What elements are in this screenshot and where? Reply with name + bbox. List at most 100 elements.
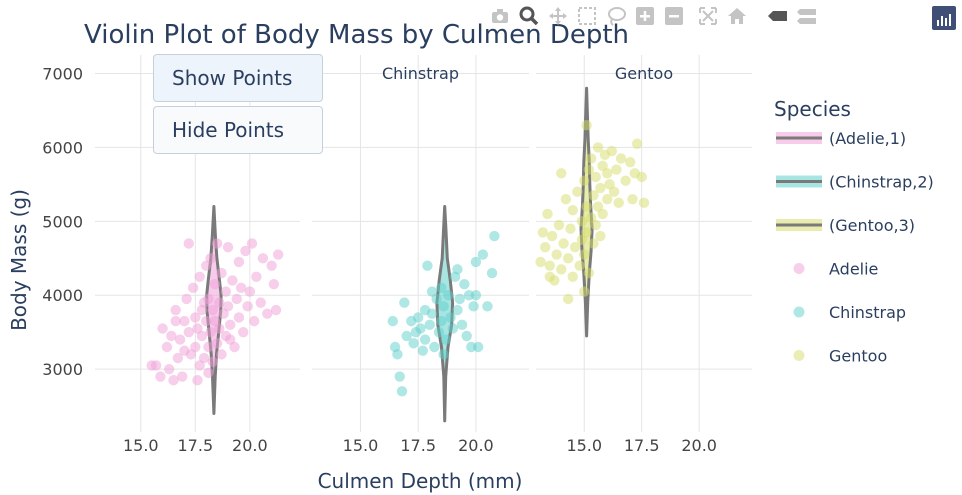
facet-label: Chinstrap: [382, 64, 459, 83]
data-point: [161, 341, 173, 353]
axis-layer: 15.0 17.5 20.0 15.0 17.5 20.0 Chinstrap 15.0 17.…: [42, 64, 717, 455]
data-point: [608, 186, 620, 197]
x-tick-label: 15.0: [123, 436, 159, 455]
data-point: [473, 341, 484, 353]
hide-points-button[interactable]: Hide Points: [153, 106, 323, 154]
data-point: [579, 249, 590, 260]
data-point: [205, 253, 216, 264]
data-point: [214, 323, 225, 334]
data-point: [166, 330, 177, 342]
data-point: [542, 208, 553, 220]
data-point: [201, 315, 212, 327]
data-point: [214, 297, 225, 308]
data-point: [567, 205, 578, 216]
data-point: [203, 367, 214, 379]
x-tick-label: 15.0: [566, 436, 602, 455]
data-point: [470, 256, 482, 268]
data-point: [544, 271, 555, 282]
hover-compare-icon[interactable]: [794, 4, 818, 28]
data-point: [401, 330, 412, 342]
y-tick-label: 5000: [42, 212, 83, 231]
data-point: [562, 293, 574, 305]
y-tick-label: 7000: [42, 64, 83, 83]
show-points-button[interactable]: Show Points: [153, 54, 323, 102]
data-point: [187, 282, 199, 294]
point-layer: [146, 120, 650, 397]
data-point: [620, 175, 631, 186]
data-point: [227, 275, 238, 286]
data-point: [546, 230, 558, 242]
data-point: [426, 286, 438, 297]
data-point: [585, 153, 597, 164]
data-point: [615, 153, 627, 164]
data-point: [468, 301, 479, 312]
data-point: [168, 375, 179, 386]
data-point: [408, 338, 419, 349]
data-point: [174, 334, 186, 345]
zoom-out-icon[interactable]: [662, 4, 686, 28]
data-point: [394, 371, 405, 382]
hover-closest-icon[interactable]: [765, 4, 789, 28]
pan-icon[interactable]: [546, 4, 570, 28]
data-point: [560, 193, 572, 205]
data-point: [177, 371, 188, 382]
data-point: [170, 304, 181, 316]
data-point: [562, 253, 574, 264]
data-point: [611, 164, 622, 175]
data-point: [579, 175, 590, 186]
data-point: [207, 356, 218, 367]
data-point: [613, 197, 624, 209]
data-point: [625, 156, 636, 168]
data-point: [183, 327, 194, 338]
data-point: [576, 216, 588, 227]
data-point: [216, 267, 227, 279]
y-tick-label: 6000: [42, 138, 83, 157]
data-point: [211, 338, 223, 349]
data-point: [456, 319, 468, 331]
data-point: [190, 341, 201, 353]
data-point: [438, 301, 449, 312]
plotly-logo-icon[interactable]: [932, 6, 956, 30]
data-point: [163, 363, 175, 375]
camera-icon[interactable]: [488, 4, 512, 28]
data-point: [556, 168, 567, 179]
autoscale-icon[interactable]: [696, 4, 720, 28]
data-point: [170, 315, 181, 327]
reset-axes-icon[interactable]: [725, 4, 749, 28]
data-point: [426, 308, 438, 319]
data-point: [246, 238, 258, 249]
zoom-in-icon[interactable]: [633, 4, 657, 28]
data-point: [595, 230, 606, 242]
data-point: [233, 256, 245, 268]
x-tick-label: 17.5: [624, 436, 660, 455]
data-point: [581, 201, 592, 212]
data-point: [399, 297, 410, 308]
legend-label: (Gentoo,3): [829, 216, 915, 235]
data-point: [216, 349, 227, 360]
data-point: [410, 327, 422, 338]
box-select-icon[interactable]: [575, 4, 599, 28]
data-point: [459, 278, 470, 290]
data-point: [181, 293, 192, 305]
data-point: [482, 301, 493, 312]
data-point: [572, 186, 583, 197]
data-point: [581, 227, 592, 238]
lasso-icon[interactable]: [604, 4, 628, 28]
data-point: [574, 260, 585, 271]
data-point: [445, 312, 456, 323]
data-point: [266, 260, 277, 271]
data-point: [268, 278, 280, 290]
data-point: [461, 330, 472, 342]
data-point: [602, 193, 613, 205]
x-tick-label: 20.0: [458, 436, 494, 455]
data-point: [595, 182, 606, 194]
modebar: [488, 4, 823, 28]
x-tick-label: 17.5: [178, 436, 214, 455]
data-point: [436, 282, 447, 294]
data-point: [537, 227, 549, 238]
zoom-icon[interactable]: [517, 4, 541, 28]
data-point: [242, 301, 253, 312]
legend-marker: [793, 350, 805, 361]
data-point: [205, 327, 216, 338]
